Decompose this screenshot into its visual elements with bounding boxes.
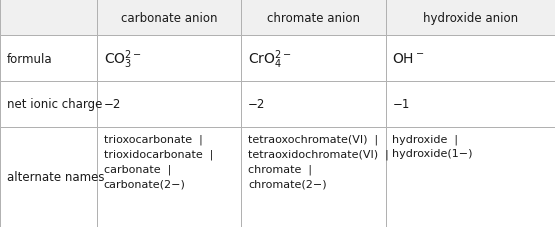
Bar [386,0,555,36]
Text: −1: −1 [392,98,410,111]
Bar [97,36,241,82]
Bar [241,82,386,127]
Text: hydroxide  |
hydroxide(1−): hydroxide | hydroxide(1−) [392,134,473,159]
Text: chromate anion: chromate anion [267,12,360,25]
Text: tetraoxochromate(VI)  |
tetraoxidochromate(VI)  |
chromate  |
chromate(2−): tetraoxochromate(VI) | tetraoxidochromat… [248,134,389,188]
Bar [0,127,97,227]
Text: hydroxide anion: hydroxide anion [423,12,518,25]
Bar [241,127,386,227]
Text: trioxocarbonate  |
trioxidocarbonate  |
carbonate  |
carbonate(2−): trioxocarbonate | trioxidocarbonate | ca… [104,134,213,188]
Text: carbonate anion: carbonate anion [121,12,218,25]
Bar [386,127,555,227]
Bar [241,36,386,82]
Text: alternate names: alternate names [7,170,104,184]
Text: CrO$_4^{2-}$: CrO$_4^{2-}$ [248,48,292,70]
Text: OH$^-$: OH$^-$ [392,52,425,66]
Text: net ionic charge: net ionic charge [7,98,102,111]
Text: formula: formula [7,52,52,66]
Bar [0,82,97,127]
Bar [97,127,241,227]
Bar [386,36,555,82]
Text: CO$_3^{2-}$: CO$_3^{2-}$ [104,48,142,70]
Bar [0,0,97,36]
Text: −2: −2 [104,98,121,111]
Bar [386,82,555,127]
Bar [97,82,241,127]
Bar [97,0,241,36]
Text: −2: −2 [248,98,265,111]
Bar [0,36,97,82]
Bar [241,0,386,36]
